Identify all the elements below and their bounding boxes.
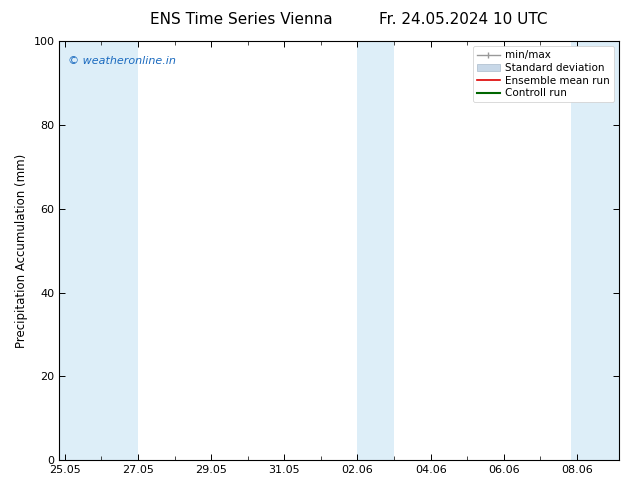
Y-axis label: Precipitation Accumulation (mm): Precipitation Accumulation (mm) — [15, 153, 28, 348]
Text: ENS Time Series Vienna: ENS Time Series Vienna — [150, 12, 332, 27]
Bar — [358, 41, 394, 460]
Legend: min/max, Standard deviation, Ensemble mean run, Controll run: min/max, Standard deviation, Ensemble me… — [472, 46, 614, 102]
Text: © weatheronline.in: © weatheronline.in — [68, 56, 176, 66]
Text: Fr. 24.05.2024 10 UTC: Fr. 24.05.2024 10 UTC — [378, 12, 547, 27]
Bar — [60, 41, 138, 460]
Bar — [571, 41, 619, 460]
